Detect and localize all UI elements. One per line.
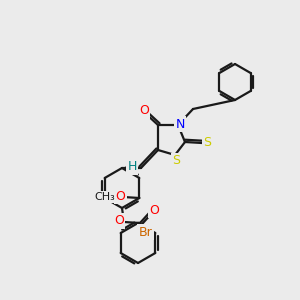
- Text: O: O: [139, 104, 149, 118]
- Text: O: O: [149, 203, 159, 217]
- Text: H: H: [127, 160, 137, 173]
- Text: S: S: [203, 136, 211, 149]
- Text: CH₃: CH₃: [94, 192, 115, 202]
- Text: S: S: [172, 154, 180, 167]
- Text: O: O: [116, 190, 125, 202]
- Text: N: N: [175, 118, 185, 130]
- Text: O: O: [114, 214, 124, 227]
- Text: Br: Br: [138, 226, 152, 238]
